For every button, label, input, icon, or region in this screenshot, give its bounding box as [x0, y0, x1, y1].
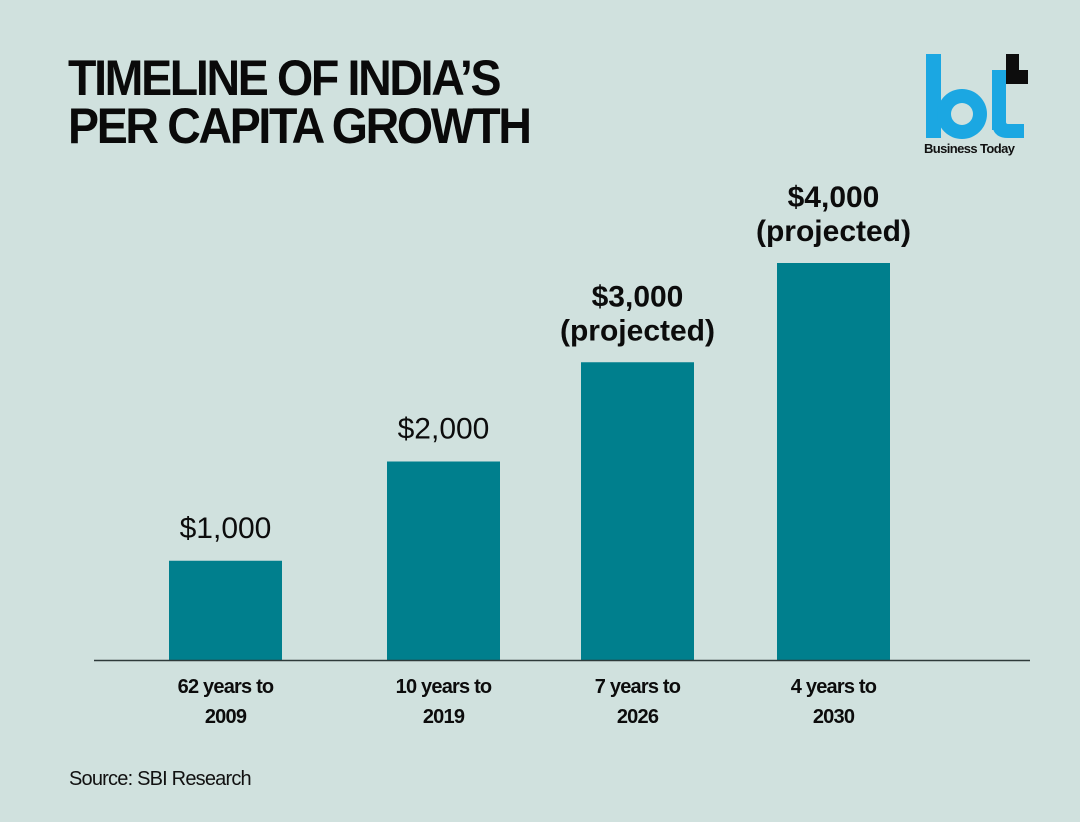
- source-note: Source: SBI Research: [69, 768, 252, 790]
- bars-group: [169, 263, 890, 660]
- data-label-note: (projected): [560, 314, 715, 347]
- x-tick-label: 7 years to: [595, 676, 681, 698]
- data-label-value: $2,000: [398, 413, 490, 446]
- x-tick-label: 10 years to: [396, 676, 492, 698]
- logo-t-stem: [992, 70, 1006, 130]
- data-label-note: (projected): [756, 215, 911, 248]
- x-tick-label: 2019: [423, 706, 465, 728]
- logo-b-counter: [951, 103, 973, 125]
- business-today-logo: [922, 52, 1032, 162]
- data-label-value: $3,000: [592, 280, 684, 313]
- bar-1: [169, 560, 282, 660]
- x-tick-label: 2009: [205, 706, 247, 728]
- bar-4: [777, 263, 890, 660]
- data-label-value: $4,000: [788, 181, 880, 214]
- x-tick-label: 2030: [813, 706, 855, 728]
- x-tick-labels-group: 62 years to 2009 10 years to 2019 7 years to…: [178, 676, 878, 728]
- chart-title: TIMELINE OF INDIA’S PER CAPITA GROWTH: [68, 50, 532, 154]
- logo-t-tail: [992, 122, 1024, 138]
- logo-cross-h: [1006, 70, 1028, 84]
- bt-logo-icon: [926, 54, 1028, 139]
- title-line-2: PER CAPITA GROWTH: [68, 98, 532, 154]
- x-tick-label: 4 years to: [791, 676, 877, 698]
- data-labels-group: $1,000$2,000$3,000(projected)$4,000(proj…: [180, 181, 911, 545]
- data-label-value: $1,000: [180, 512, 272, 545]
- logo-caption: Business Today: [924, 141, 1015, 156]
- bar-3: [581, 362, 694, 660]
- x-tick-label: 2026: [617, 706, 659, 728]
- title-line-1: TIMELINE OF INDIA’S: [68, 50, 502, 106]
- bar-2: [387, 461, 500, 660]
- x-tick-label: 62 years to: [178, 676, 274, 698]
